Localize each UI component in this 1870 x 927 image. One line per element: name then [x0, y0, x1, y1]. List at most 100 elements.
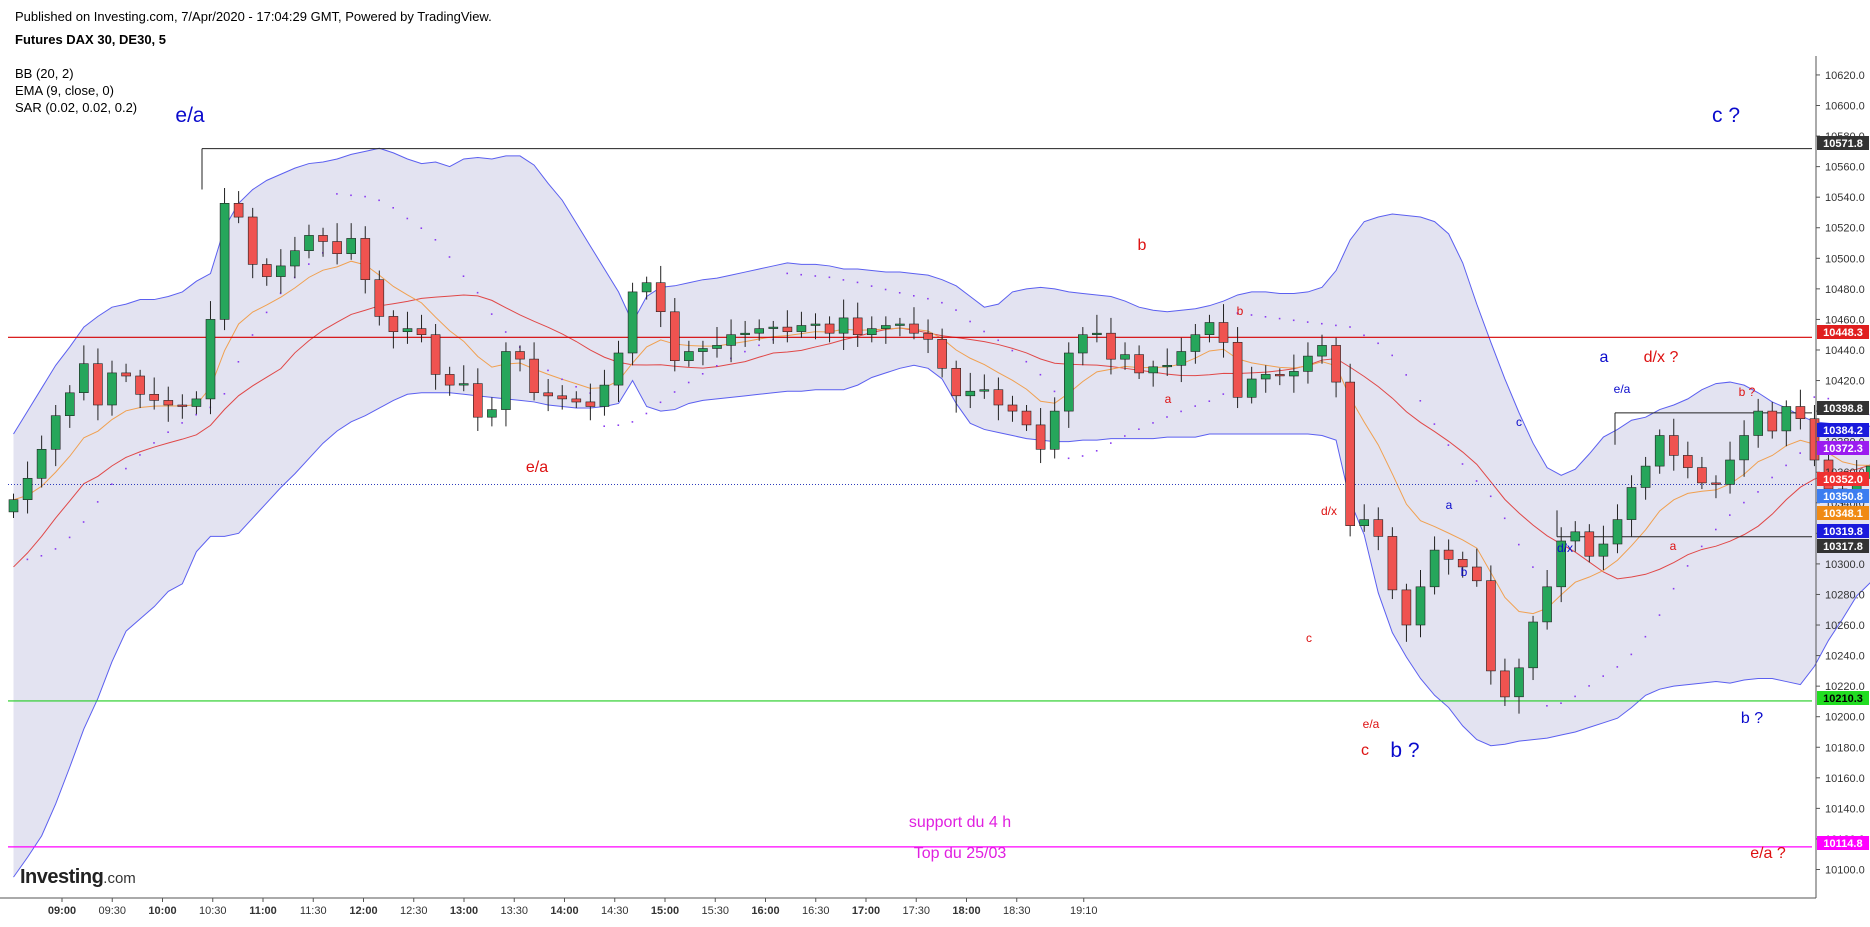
- candle-up: [1360, 520, 1369, 526]
- wave-label: e/a: [175, 104, 205, 127]
- sar-dot: [27, 559, 29, 561]
- candle-up: [1064, 353, 1073, 411]
- sar-dot: [674, 391, 676, 393]
- sar-dot: [702, 373, 704, 375]
- sar-dot: [1293, 320, 1295, 322]
- x-tick-label: 09:30: [98, 905, 126, 917]
- price-tag-label: 10352.0: [1823, 474, 1863, 486]
- x-tick-label: 15:00: [651, 905, 679, 917]
- sar-dot: [463, 275, 465, 277]
- y-tick-label: 10420.0: [1825, 376, 1865, 388]
- sar-dot: [913, 295, 915, 297]
- candle-down: [1683, 455, 1692, 467]
- candle-up: [192, 399, 201, 407]
- x-tick-label: 13:30: [500, 905, 528, 917]
- wave-label: support du 4 h: [909, 814, 1011, 831]
- sar-dot: [1110, 442, 1112, 444]
- sar-dot: [1363, 335, 1365, 337]
- sar-dot: [1687, 565, 1689, 567]
- sar-dot: [646, 413, 648, 415]
- candle-up: [9, 500, 18, 512]
- wave-label: e/a: [1614, 382, 1631, 396]
- candle-down: [136, 376, 145, 394]
- y-tick-label: 10480.0: [1825, 284, 1865, 296]
- y-tick-label: 10460.0: [1825, 314, 1865, 326]
- indicator-ema: EMA (9, close, 0): [15, 83, 114, 98]
- sar-dot: [1096, 450, 1098, 452]
- sar-dot: [1405, 374, 1407, 376]
- sar-dot: [800, 274, 802, 276]
- wave-label: d/x ?: [1644, 349, 1679, 366]
- sar-dot: [1828, 398, 1830, 400]
- candle-down: [558, 396, 567, 399]
- sar-dot: [505, 331, 507, 333]
- y-tick-label: 10200.0: [1825, 712, 1865, 724]
- candle-up: [1627, 488, 1636, 520]
- sar-dot: [97, 501, 99, 503]
- sar-dot: [1462, 463, 1464, 465]
- candle-down: [431, 335, 440, 375]
- candle-up: [1416, 587, 1425, 625]
- candle-up: [811, 324, 820, 326]
- candle-down: [825, 324, 834, 333]
- sar-dot: [1068, 458, 1070, 460]
- sar-dot: [153, 442, 155, 444]
- candle-up: [1318, 345, 1327, 356]
- candle-down: [530, 359, 539, 393]
- x-tick-label: 13:00: [450, 905, 478, 917]
- candle-down: [938, 339, 947, 368]
- y-tick-label: 10300.0: [1825, 559, 1865, 571]
- wave-label: c: [1306, 631, 1312, 645]
- candle-up: [1430, 550, 1439, 587]
- candle-up: [1726, 460, 1735, 484]
- sar-dot: [1124, 435, 1126, 437]
- x-tick-label: 16:00: [751, 905, 779, 917]
- candle-down: [1233, 342, 1242, 397]
- sar-dot: [786, 273, 788, 275]
- candle-up: [403, 329, 412, 332]
- sar-dot: [477, 292, 479, 294]
- published-info: Published on Investing.com, 7/Apr/2020 -…: [15, 9, 492, 24]
- candle-up: [305, 235, 314, 250]
- candle-up: [1782, 407, 1791, 431]
- candle-up: [347, 238, 356, 253]
- candle-up: [1515, 668, 1524, 697]
- sar-dot: [815, 275, 817, 277]
- y-tick-label: 10600.0: [1825, 101, 1865, 113]
- sar-dot: [41, 555, 43, 557]
- price-tag-label: 10398.8: [1823, 403, 1863, 415]
- candle-down: [234, 203, 243, 217]
- candle-up: [206, 319, 215, 399]
- sar-dot: [1152, 422, 1154, 424]
- x-tick-label: 10:00: [148, 905, 176, 917]
- price-tag-label: 10319.8: [1823, 526, 1863, 538]
- wave-label: b: [1237, 304, 1244, 318]
- candle-up: [600, 385, 609, 406]
- candle-down: [544, 393, 553, 396]
- candle-down: [1500, 671, 1509, 697]
- candle-up: [37, 449, 46, 478]
- sar-dot: [1391, 355, 1393, 357]
- investing-logo[interactable]: Investing.com: [20, 866, 136, 889]
- price-tag-label: 10448.3: [1823, 327, 1863, 339]
- candle-down: [164, 400, 173, 405]
- symbol-title: Futures DAX 30, DE30, 5: [15, 32, 166, 47]
- y-tick-label: 10440.0: [1825, 345, 1865, 357]
- sar-dot: [421, 227, 423, 229]
- wave-label: b ?: [1390, 739, 1419, 762]
- candle-up: [1205, 323, 1214, 335]
- candle-down: [375, 280, 384, 317]
- candle-down: [994, 390, 1003, 405]
- wave-label: Top du 25/03: [914, 845, 1007, 862]
- sar-dot: [407, 218, 409, 220]
- y-tick-label: 10100.0: [1825, 865, 1865, 877]
- candle-up: [459, 384, 468, 386]
- candle-up: [1191, 335, 1200, 352]
- sar-dot: [1729, 514, 1731, 516]
- candle-down: [516, 352, 525, 360]
- sar-dot: [1631, 654, 1633, 656]
- sar-dot: [1321, 323, 1323, 325]
- y-tick-label: 10540.0: [1825, 192, 1865, 204]
- sar-dot: [1476, 480, 1478, 482]
